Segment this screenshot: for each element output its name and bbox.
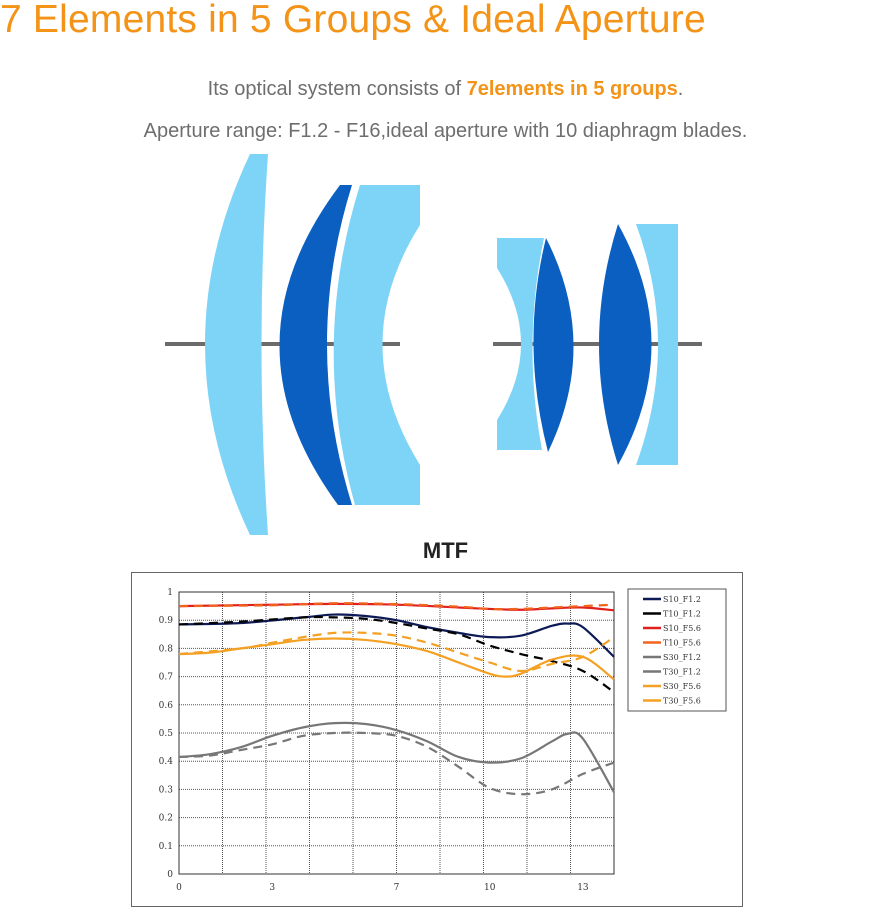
series-line-t10-f1-2 bbox=[178, 615, 615, 694]
mtf-chart: 00.10.20.30.40.50.60.70.80.910 3 7 10 13S10_… bbox=[131, 572, 743, 907]
lens-element-2 bbox=[279, 185, 352, 505]
description-text: Its optical system consists of bbox=[207, 78, 467, 100]
elements-description: Its optical system consists of 7elements… bbox=[0, 78, 891, 101]
legend-label: S10_F1.2 bbox=[663, 595, 701, 604]
lens-diagram bbox=[165, 154, 702, 535]
plot-area bbox=[178, 591, 615, 875]
legend-label: S10_F5.6 bbox=[663, 624, 701, 633]
legend-label: S30_F1.2 bbox=[663, 653, 701, 662]
legend-label: T10_F1.2 bbox=[663, 610, 701, 619]
lens-element-4 bbox=[497, 238, 544, 450]
legend-box bbox=[627, 588, 727, 712]
legend-label: T30_F1.2 bbox=[663, 668, 701, 677]
y-tick-label: 1 bbox=[167, 588, 173, 598]
x-tick-label: 13 bbox=[577, 883, 589, 893]
series-line-s30-f1-2 bbox=[178, 721, 615, 793]
lens-element-3 bbox=[333, 185, 420, 505]
y-tick-label: 0.6 bbox=[159, 701, 174, 711]
y-tick-label: 0.9 bbox=[159, 616, 174, 626]
x-tick-label: 3 bbox=[269, 883, 275, 893]
legend-label: S30_F5.6 bbox=[663, 682, 701, 691]
aperture-description: Aperture range: F1.2 - F16,ideal apertur… bbox=[143, 120, 748, 142]
x-tick-label: 10 bbox=[484, 883, 496, 893]
lens-element-6 bbox=[599, 224, 652, 465]
y-tick-label: 0.7 bbox=[159, 673, 174, 683]
series-line-t30-f1-2 bbox=[178, 731, 615, 796]
chart-title: MTF bbox=[422, 538, 469, 563]
y-tick-label: 0.8 bbox=[159, 644, 174, 654]
y-tick-label: 0.3 bbox=[159, 785, 174, 795]
legend-label: T10_F5.6 bbox=[663, 639, 701, 648]
y-tick-label: 0.5 bbox=[159, 729, 174, 739]
page-title: 7 Elements in 5 Groups & Ideal Aperture bbox=[0, 0, 706, 41]
lens-element-7 bbox=[636, 224, 678, 465]
x-tick-label: 0 bbox=[176, 883, 182, 893]
lens-element-5 bbox=[533, 238, 574, 452]
y-tick-label: 0.2 bbox=[159, 814, 173, 824]
series-line-t30-f5-6 bbox=[178, 631, 615, 673]
x-tick-label: 7 bbox=[394, 883, 400, 893]
description-highlight: 7elements in 5 groups bbox=[466, 78, 678, 100]
series-line-t10-f5-6 bbox=[178, 602, 615, 611]
description-suffix: . bbox=[677, 78, 684, 100]
lens-element-1 bbox=[205, 154, 268, 535]
y-tick-label: 0.1 bbox=[159, 842, 173, 852]
legend-label: T30_F5.6 bbox=[663, 697, 701, 706]
y-tick-label: 0 bbox=[167, 870, 173, 880]
y-tick-label: 0.4 bbox=[159, 757, 174, 767]
